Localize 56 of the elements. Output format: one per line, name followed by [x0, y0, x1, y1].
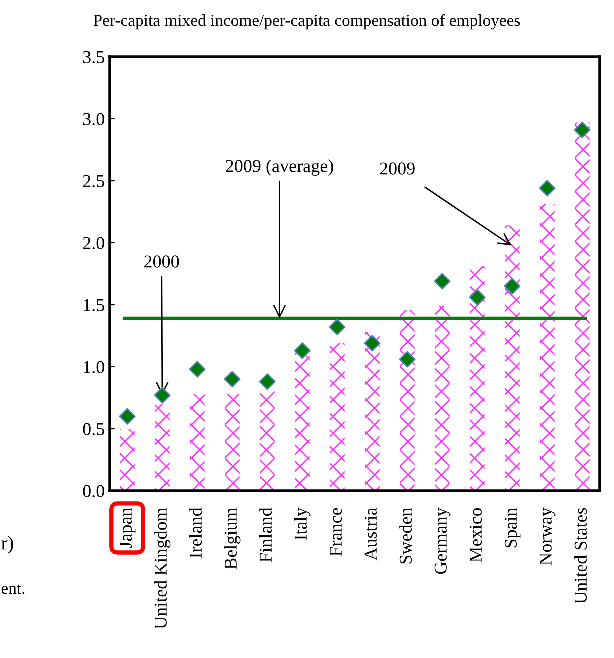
text: r) — [2, 536, 14, 554]
bar — [260, 392, 275, 491]
x-tick-label: Mexico — [470, 508, 482, 562]
text: ent. — [2, 584, 25, 594]
x-tick-label: Japan — [120, 508, 136, 548]
y-tick-label: 3.5 — [83, 51, 104, 64]
y-tick-label: 0.0 — [83, 485, 104, 498]
bar — [225, 394, 240, 491]
y-tick-label: 2.0 — [83, 237, 104, 250]
point — [224, 371, 241, 388]
point — [189, 361, 206, 378]
point — [434, 273, 451, 290]
point — [119, 408, 136, 425]
bar — [295, 353, 310, 491]
chart-title: Per-capita mixed income/per-capita compensation of employees — [94, 14, 520, 30]
point — [329, 319, 346, 336]
x-tick-label: United Kingdom — [154, 508, 171, 630]
x-tick-label: Spain — [504, 508, 521, 548]
bar — [155, 404, 170, 491]
x-tick-label: France — [330, 508, 342, 556]
bar — [435, 306, 450, 491]
bar — [575, 122, 590, 491]
bar — [120, 429, 135, 491]
bar — [190, 394, 205, 491]
bar — [505, 226, 520, 491]
bar — [540, 204, 555, 491]
y-tick-label: 1.0 — [84, 361, 104, 374]
bar — [470, 266, 485, 491]
ref-line-label: 2009 (average) — [226, 160, 334, 176]
x-tick-label: Austria — [364, 508, 378, 561]
x-tick-label: Norway — [540, 508, 556, 566]
x-tick-label: United States — [574, 508, 588, 604]
x-tick-label: Italy — [294, 508, 311, 540]
bar — [400, 310, 415, 491]
y-tick-label: 0.5 — [83, 423, 104, 436]
x-tick-label: Ireland — [189, 508, 202, 558]
point — [574, 122, 591, 138]
point — [294, 342, 311, 360]
x-tick-label: Sweden — [399, 508, 412, 564]
bar — [330, 343, 345, 491]
x-tick-label: Belgium — [224, 508, 241, 570]
point — [399, 351, 416, 368]
bar — [365, 332, 380, 491]
x-tick-label: Germany — [434, 508, 451, 574]
y-tick-label: 1.5 — [84, 299, 104, 312]
x-tick-label: Finland — [259, 508, 272, 562]
annotation: 2000 — [144, 256, 180, 268]
point — [364, 335, 381, 352]
point — [539, 180, 556, 197]
point — [504, 278, 521, 295]
point — [259, 374, 276, 390]
annotation: 2009 — [380, 162, 415, 175]
y-tick-label: 3.0 — [83, 113, 104, 126]
point — [154, 387, 171, 404]
point — [469, 289, 486, 306]
y-tick-label: 2.5 — [83, 175, 104, 188]
